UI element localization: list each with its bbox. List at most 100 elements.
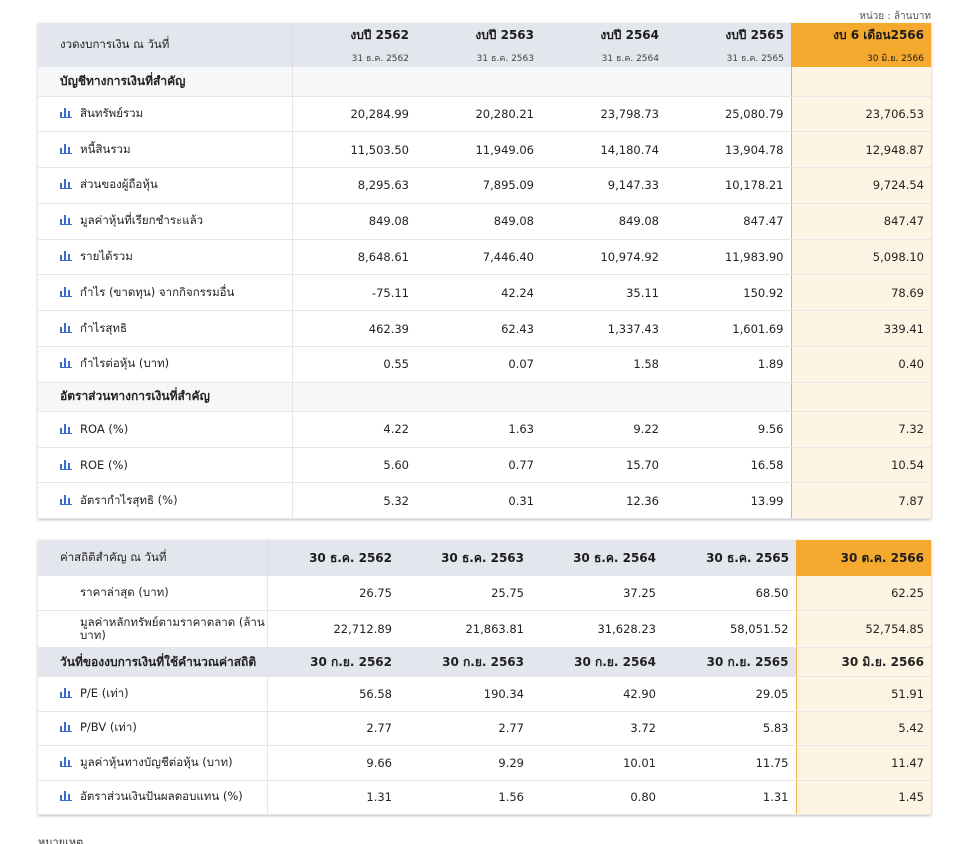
value-cell: 42.24 [416, 274, 541, 312]
section-filler [790, 67, 931, 97]
table-row: กำไรต่อหุ้น (บาท) 0.55 0.07 1.58 1.89 0.40 [38, 346, 931, 383]
value-cell: 5.83 [663, 711, 796, 746]
row-label[interactable]: สินทรัพย์รวม [80, 105, 144, 120]
bar-chart-icon[interactable] [60, 722, 72, 733]
bar-chart-icon[interactable] [60, 687, 72, 698]
value-cell: 25.75 [399, 576, 531, 611]
row-label-cell: มูลค่าหลักทรัพย์ตามราคาตลาด (ล้านบาท) [38, 610, 268, 648]
value-cell: -75.11 [292, 274, 416, 312]
row-label-cell: รายได้รวม [38, 239, 293, 276]
section-statement-dates: วันที่ของงบการเงินที่ใช้คำนวณค่าสถิติ 30 … [38, 647, 931, 677]
value-cell: 37.25 [531, 576, 663, 611]
column-title: งบปี 2564 [600, 27, 659, 42]
value-cell: 14,180.74 [541, 131, 666, 169]
row-label-cell: P/BV (เท่า) [38, 711, 268, 746]
value-cell: 1.58 [541, 346, 666, 383]
row-label-cell: สินทรัพย์รวม [38, 96, 293, 133]
row-label[interactable]: อัตรากำไรสุทธิ (%) [80, 492, 178, 507]
value-cell: 35.11 [541, 274, 666, 312]
row-label-cell: ราคาล่าสุด (บาท) [38, 576, 268, 611]
bar-chart-icon[interactable] [60, 460, 72, 471]
section-date: 30 ก.ย. 2565 [663, 647, 796, 677]
table-row: อัตรากำไรสุทธิ (%) 5.32 0.31 12.36 13.99 7.87 [38, 482, 931, 520]
table-row: สินทรัพย์รวม 20,284.99 20,280.21 23,798.73 2… [38, 96, 931, 133]
value-cell: 7,895.09 [416, 167, 541, 204]
value-cell: 13,904.78 [666, 131, 791, 169]
value-cell: 51.91 [795, 676, 931, 712]
value-cell: 7,446.40 [416, 239, 541, 276]
value-cell: 1,337.43 [541, 310, 666, 348]
value-cell: 9.66 [267, 745, 399, 781]
column-title: 30 ธ.ค. 2563 [441, 550, 524, 565]
value-cell: 150.92 [666, 274, 791, 312]
bar-chart-icon[interactable] [60, 494, 72, 505]
row-label[interactable]: หนี้สินรวม [80, 141, 131, 156]
section-filler [541, 67, 666, 97]
value-cell: 0.80 [531, 780, 663, 815]
section-filler [292, 67, 416, 97]
value-cell: 10.01 [531, 745, 663, 781]
value-cell: 1.89 [666, 346, 791, 383]
row-label[interactable]: ส่วนของผู้ถือหุ้น [80, 177, 158, 192]
value-cell: 849.08 [292, 203, 416, 240]
row-label[interactable]: อัตราส่วนเงินปันผลตอบแทน (%) [80, 789, 243, 804]
table-row: ราคาล่าสุด (บาท) 26.75 25.75 37.25 68.50 62.2… [38, 576, 931, 611]
column-header-highlight: งบ 6 เดือน2566 30 มิ.ย. 2566 [791, 23, 931, 67]
section-title: วันที่ของงบการเงินที่ใช้คำนวณค่าสถิติ [38, 647, 268, 677]
row-label[interactable]: กำไรต่อหุ้น (บาท) [80, 356, 170, 371]
value-cell: 8,295.63 [292, 167, 416, 204]
stats-table: ค่าสถิติสำคัญ ณ วันที่ 30 ธ.ค. 2562 30 ธ… [38, 540, 931, 815]
row-label[interactable]: P/E (เท่า) [80, 685, 129, 700]
value-cell: 4.22 [292, 411, 416, 448]
value-cell: 42.90 [531, 676, 663, 712]
bar-chart-icon[interactable] [60, 107, 72, 118]
value-cell: 0.07 [416, 346, 541, 383]
bar-chart-icon[interactable] [60, 322, 72, 333]
row-label-cell: กำไรสุทธิ [38, 310, 293, 348]
column-date: 31 ธ.ค. 2562 [351, 53, 409, 64]
row-label[interactable]: มูลค่าหุ้นที่เรียกชำระแล้ว [80, 213, 204, 228]
value-cell: 29.05 [663, 676, 796, 712]
value-cell: 10,974.92 [541, 239, 666, 276]
bar-chart-icon[interactable] [60, 143, 72, 154]
section-key-ratios: อัตราส่วนทางการเงินที่สำคัญ [38, 382, 931, 412]
row-label[interactable]: กำไร (ขาดทุน) จากกิจกรรมอื่น [80, 284, 235, 299]
value-cell: 847.47 [790, 203, 931, 240]
column-date: 31 ธ.ค. 2564 [601, 53, 659, 64]
bar-chart-icon[interactable] [60, 286, 72, 297]
value-cell: 9.22 [541, 411, 666, 448]
bar-chart-icon[interactable] [60, 791, 72, 802]
bar-chart-icon[interactable] [60, 424, 72, 435]
value-cell: 9.29 [399, 745, 531, 781]
bar-chart-icon[interactable] [60, 251, 72, 262]
row-label[interactable]: ROA (%) [80, 422, 129, 437]
section-filler [666, 382, 791, 412]
row-label[interactable]: กำไรสุทธิ [80, 320, 127, 335]
row-label[interactable]: ROE (%) [80, 458, 128, 473]
row-label-cell: ส่วนของผู้ถือหุ้น [38, 167, 293, 204]
row-label[interactable]: รายได้รวม [80, 249, 133, 264]
bar-chart-icon[interactable] [60, 179, 72, 190]
row-label: ราคาล่าสุด (บาท) [80, 585, 169, 599]
bar-chart-icon[interactable] [60, 756, 72, 767]
value-cell: 12.36 [541, 482, 666, 520]
value-cell: 20,280.21 [416, 96, 541, 133]
value-cell: 10.54 [790, 447, 931, 484]
table-row: กำไร (ขาดทุน) จากกิจกรรมอื่น -75.11 42.24 3… [38, 274, 931, 312]
value-cell: 25,080.79 [666, 96, 791, 133]
column-title: 30 ธ.ค. 2564 [573, 550, 656, 565]
row-label[interactable]: P/BV (เท่า) [80, 720, 137, 735]
column-date: 30 มิ.ย. 2566 [866, 53, 924, 64]
row-label[interactable]: มูลค่าหุ้นทางบัญชีต่อหุ้น (บาท) [80, 754, 233, 769]
table-row: กำไรสุทธิ 462.39 62.43 1,337.43 1,601.69 339.… [38, 310, 931, 348]
bar-chart-icon[interactable] [60, 358, 72, 369]
bar-chart-icon[interactable] [60, 215, 72, 226]
value-cell: 5.60 [292, 447, 416, 484]
column-title: งบปี 2563 [475, 27, 534, 42]
value-cell: 339.41 [790, 310, 931, 348]
section-date: 30 มิ.ย. 2566 [795, 647, 931, 677]
value-cell: 1.63 [416, 411, 541, 448]
financial-header-label: งวดงบการเงิน ณ วันที่ [38, 23, 293, 67]
value-cell: 5.32 [292, 482, 416, 520]
value-cell: 9,724.54 [790, 167, 931, 204]
